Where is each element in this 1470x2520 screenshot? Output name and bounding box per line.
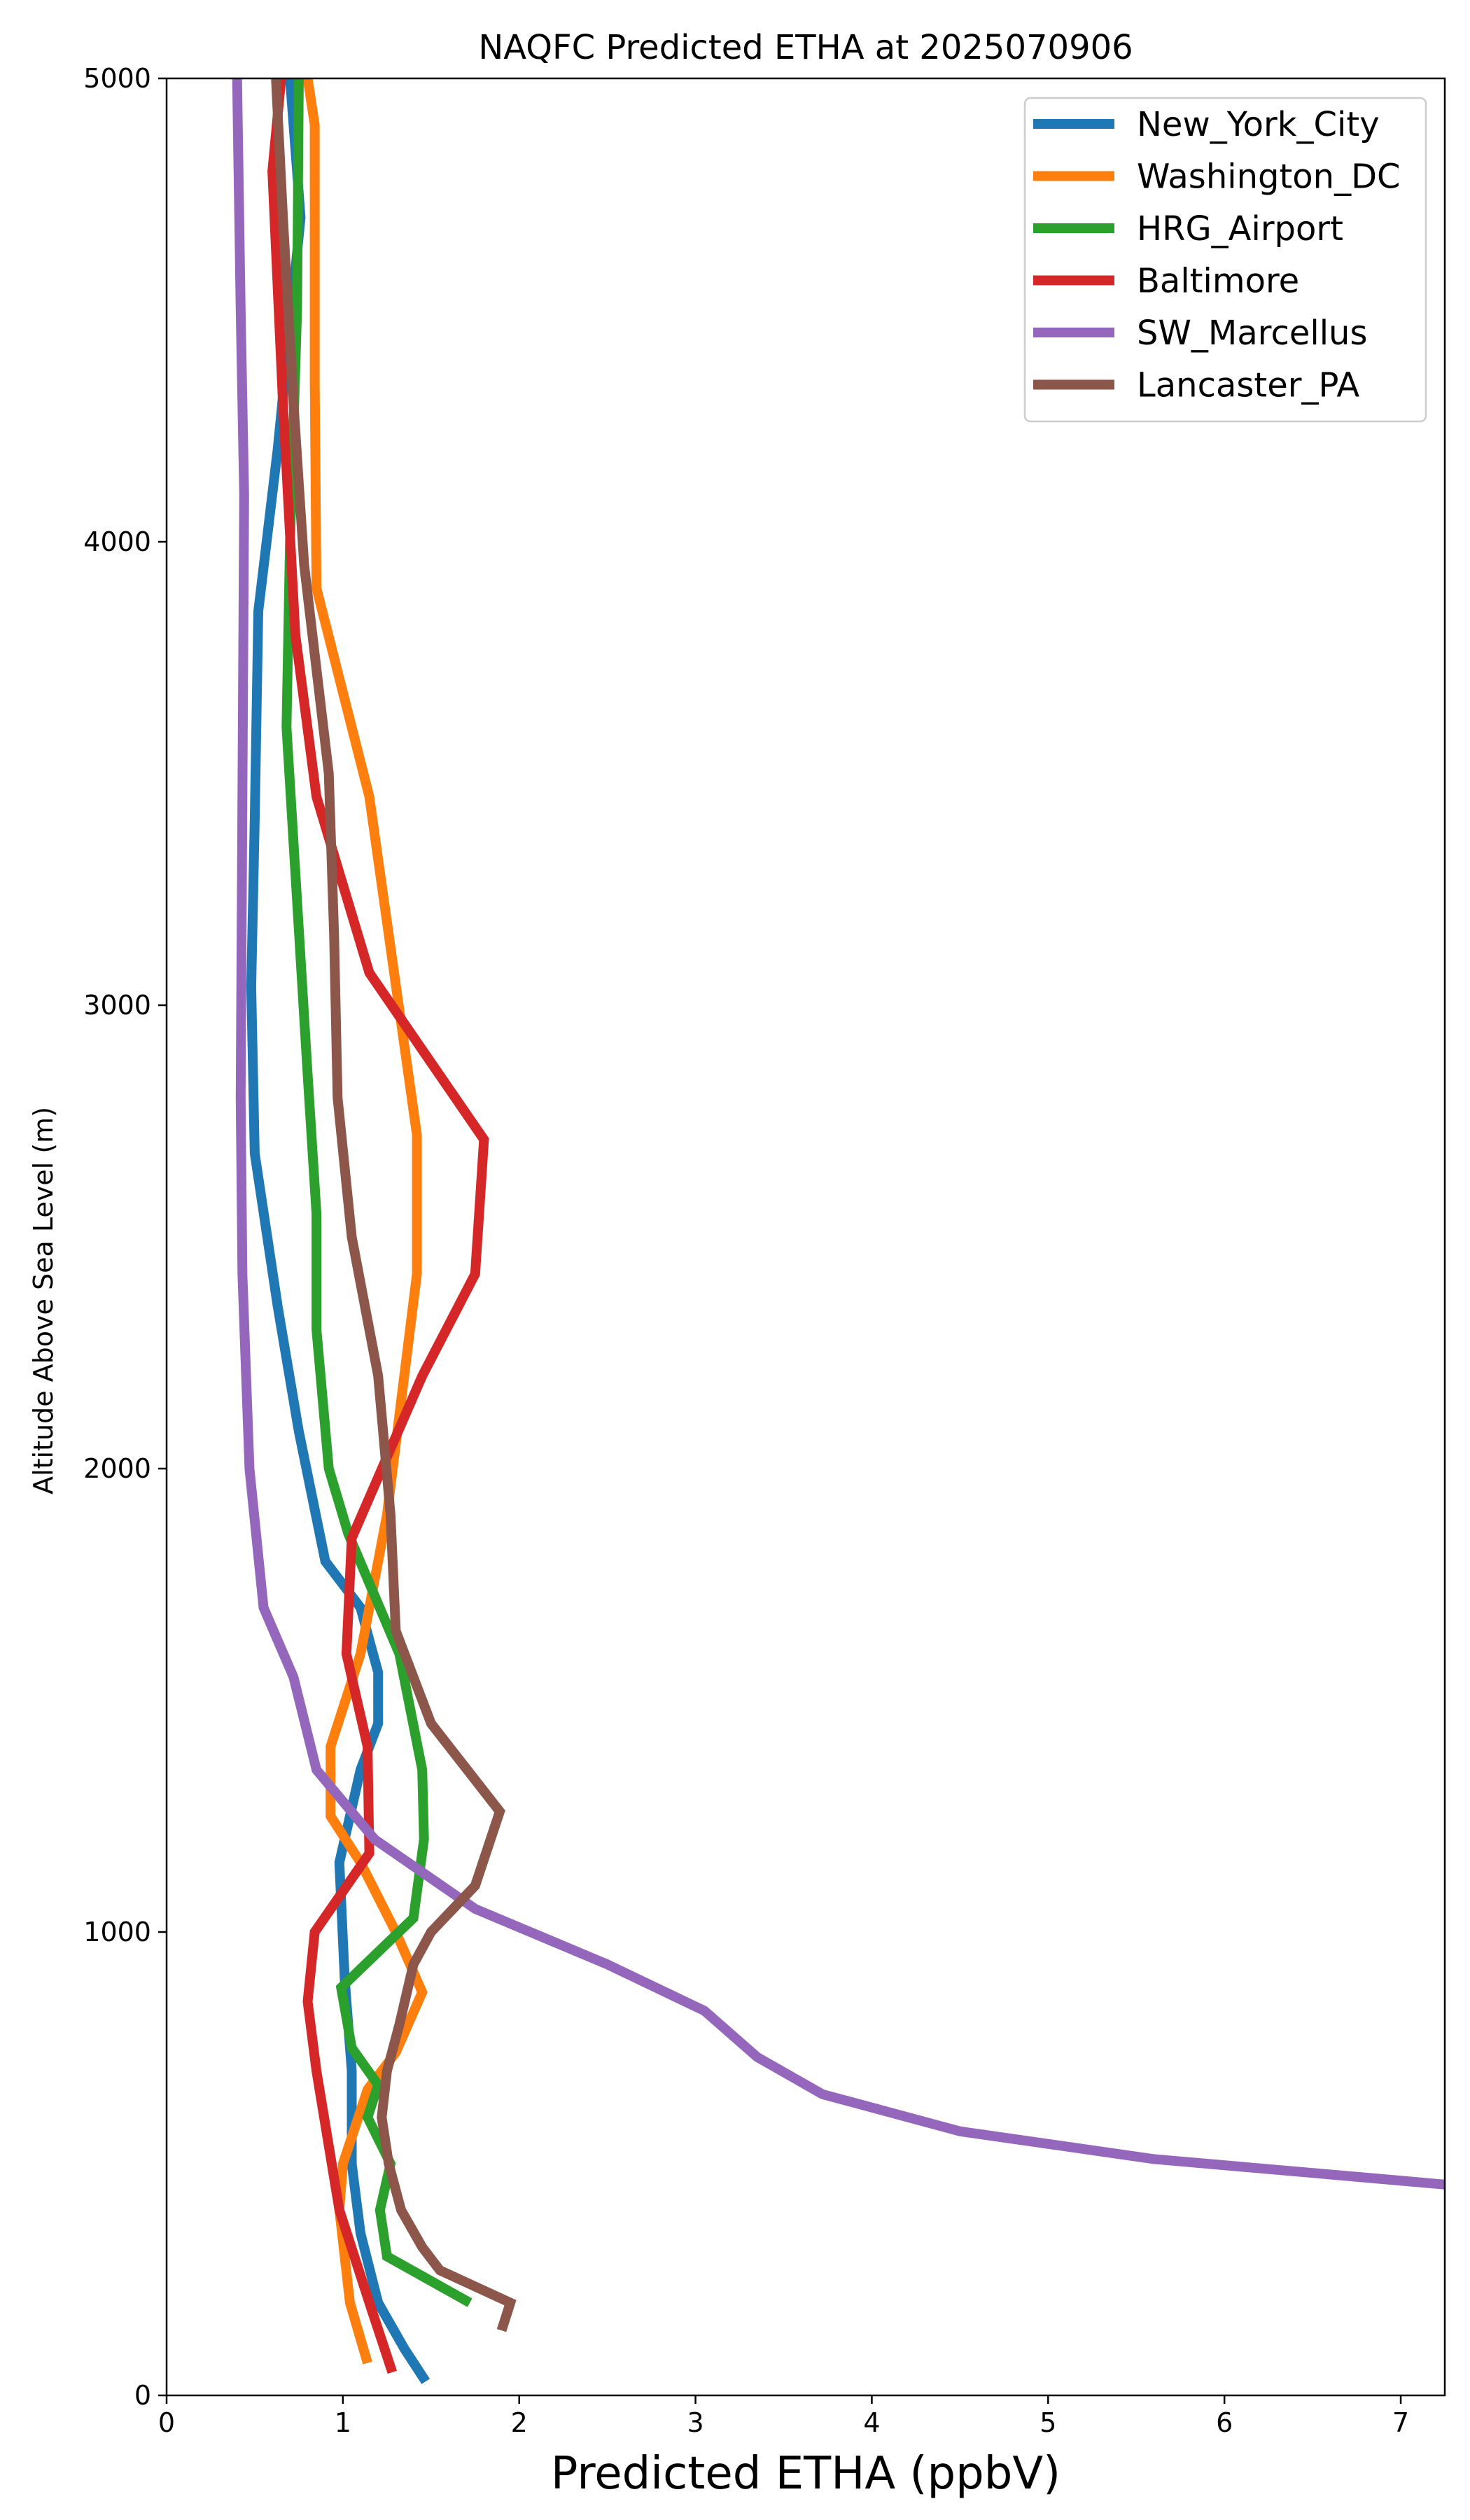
x-axis-label: Predicted ETHA (ppbV) xyxy=(551,2448,1060,2500)
chart-title: NAQFC Predicted ETHA at 2025070906 xyxy=(478,28,1133,67)
series-line-baltimore xyxy=(267,78,489,2374)
x-tick-label: 4 xyxy=(863,2407,880,2438)
legend-label: HRG_Airport xyxy=(1137,209,1343,248)
series-line-new-york-city xyxy=(246,78,430,2384)
y-tick-label: 1000 xyxy=(83,1917,151,1947)
plot-frame xyxy=(165,77,1446,2397)
y-axis-label: Altitude Above Sea Level (m) xyxy=(28,1107,59,1494)
legend-label: Lancaster_PA xyxy=(1137,366,1359,405)
y-tick-label: 4000 xyxy=(83,526,151,557)
legend-label: SW_Marcellus xyxy=(1137,314,1367,353)
y-tick-label: 0 xyxy=(134,2380,151,2411)
y-tick-label: 3000 xyxy=(83,990,151,1021)
series-lines xyxy=(232,78,1445,2384)
legend-label: New_York_City xyxy=(1137,105,1380,144)
x-tick-label: 7 xyxy=(1392,2407,1409,2438)
legend-label: Baltimore xyxy=(1137,262,1299,301)
series-line-sw-marcellus xyxy=(232,78,1445,2190)
legend: New_York_City Washington_DC HRG_Airport Bal… xyxy=(1023,97,1427,423)
x-tick-label: 2 xyxy=(511,2407,528,2438)
y-tick-label: 5000 xyxy=(83,63,151,94)
legend-box xyxy=(1023,97,1427,423)
x-tick-label: 5 xyxy=(1040,2407,1056,2438)
x-tick-label: 0 xyxy=(158,2407,175,2438)
x-tick-label: 6 xyxy=(1216,2407,1233,2438)
axes: 0 1 2 3 4 5 6 7 0 1000 2000 3000 4000 5000 xyxy=(83,63,1446,2438)
series-line-lancaster-pa xyxy=(271,78,517,2332)
x-tick-label: 1 xyxy=(335,2407,351,2438)
y-tick-label: 2000 xyxy=(83,1453,151,1484)
x-tick-label: 3 xyxy=(687,2407,704,2438)
legend-label: Washington_DC xyxy=(1137,158,1401,197)
